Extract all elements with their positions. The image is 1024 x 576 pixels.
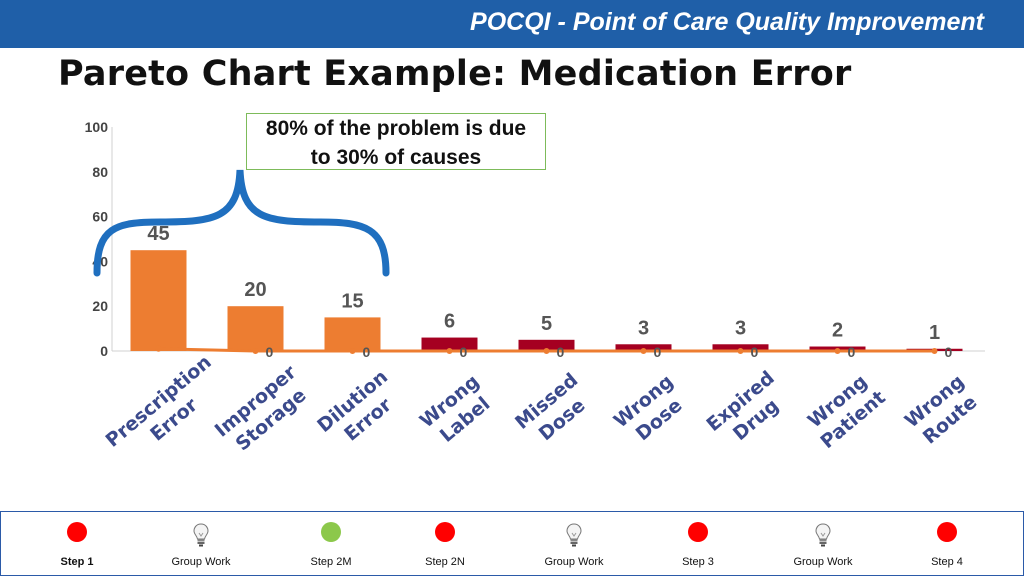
- step-label: Step 4: [931, 556, 963, 568]
- line-point: [834, 348, 841, 354]
- step-item[interactable]: Step 1: [22, 512, 132, 575]
- step-item[interactable]: Group Work: [519, 512, 629, 575]
- bar-value-label: 3: [638, 317, 649, 339]
- step-label: Step 3: [682, 556, 714, 568]
- step-item[interactable]: Group Work: [768, 512, 878, 575]
- bar: [518, 339, 575, 351]
- lightbulb-icon: [814, 522, 832, 553]
- bar: [421, 337, 478, 351]
- green-dot-icon: [321, 522, 341, 542]
- line-value-label: 0: [945, 344, 953, 360]
- red-dot-icon: [688, 522, 708, 542]
- line-point: [737, 348, 744, 354]
- curly-brace: [93, 169, 390, 277]
- callout-box: 80% of the problem is due to 30% of caus…: [246, 113, 546, 170]
- step-item[interactable]: Step 2N: [390, 512, 500, 575]
- bar-value-label: 20: [244, 279, 266, 301]
- bar: [615, 344, 672, 351]
- step-label: Step 2M: [310, 556, 352, 568]
- line-point: [931, 348, 938, 354]
- y-tick-label: 60: [92, 209, 108, 225]
- callout-line-1: 80% of the problem is due: [265, 117, 527, 140]
- banner-title: POCQI - Point of Care Quality Improvemen…: [470, 8, 984, 36]
- line-point: [640, 348, 647, 354]
- step-label: Group Work: [793, 556, 853, 568]
- y-tick-label: 20: [92, 298, 108, 314]
- step-label: Group Work: [544, 556, 604, 568]
- line-value-label: 0: [751, 344, 759, 360]
- step-item[interactable]: Step 4: [892, 512, 1002, 575]
- bar: [324, 317, 381, 351]
- line-value-label: 0: [460, 344, 468, 360]
- step-item[interactable]: Group Work: [146, 512, 256, 575]
- bar-value-label: 2: [832, 320, 843, 342]
- bar-value-label: 45: [147, 223, 169, 245]
- bar-value-label: 1: [929, 322, 940, 344]
- callout-line-2: to 30% of causes: [310, 146, 482, 169]
- y-tick-label: 80: [92, 164, 108, 180]
- bar: [130, 250, 187, 351]
- step-item[interactable]: Step 3: [643, 512, 753, 575]
- step-label: Step 2N: [425, 556, 465, 568]
- red-dot-icon: [937, 522, 957, 542]
- bar-value-label: 3: [735, 317, 746, 339]
- bar-value-label: 15: [341, 290, 363, 312]
- red-dot-icon: [435, 522, 455, 542]
- header-banner: POCQI - Point of Care Quality Improvemen…: [0, 0, 1024, 48]
- line-value-label: 0: [848, 344, 856, 360]
- step-navigation: Step 1 Group Work Step 2M Step 2N Group Work…: [0, 511, 1024, 576]
- line-value-label: 0: [654, 344, 662, 360]
- line-value-label: 0: [557, 344, 565, 360]
- line-value-label: 0: [363, 344, 371, 360]
- page-title: Pareto Chart Example: Medication Error: [58, 54, 852, 94]
- step-label: Group Work: [171, 556, 231, 568]
- line-point: [155, 345, 162, 352]
- pareto-chart: 02040608010045PrescriptionError20Imprope…: [85, 119, 985, 456]
- line-point: [349, 348, 356, 354]
- y-tick-label: 0: [100, 343, 108, 359]
- step-label: Step 1: [60, 556, 94, 568]
- lightbulb-icon: [192, 522, 210, 553]
- red-dot-icon: [67, 522, 87, 542]
- line-point: [252, 348, 259, 354]
- step-item[interactable]: Step 2M: [276, 512, 386, 575]
- y-tick-label: 100: [85, 119, 109, 135]
- line-point: [543, 348, 550, 354]
- bar-value-label: 5: [541, 313, 552, 335]
- line-point: [446, 348, 453, 354]
- line-value-label: 0: [266, 344, 274, 360]
- bar: [227, 306, 284, 351]
- bar: [712, 344, 769, 351]
- bar-value-label: 6: [444, 311, 455, 333]
- lightbulb-icon: [565, 522, 583, 553]
